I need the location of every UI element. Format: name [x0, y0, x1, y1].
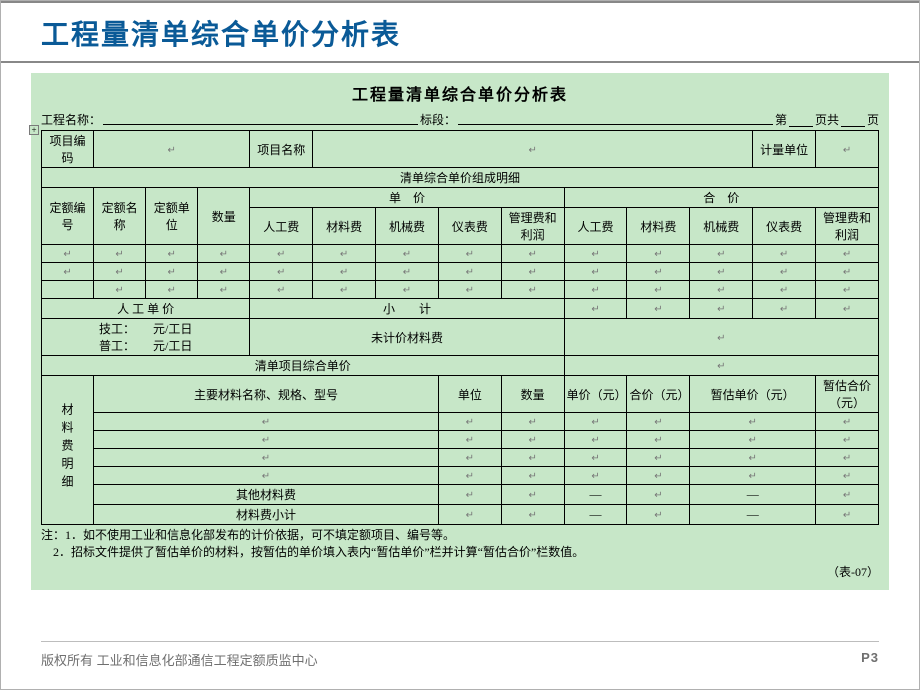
unit-price-label: 单 价: [250, 188, 564, 208]
header-row-1: 项目编码 ↵ 项目名称 ↵ 计量单位 ↵: [42, 131, 879, 168]
section-label: 标段：: [420, 111, 456, 128]
material-header-row: 材料费明细 主要材料名称、规格、型号 单位 数量 单价（元） 合价（元） 暂估单…: [42, 376, 879, 413]
data-row: ↵↵↵↵↵↵↵↵↵↵↵↵↵↵: [42, 245, 879, 263]
material-subtotal-row: 材料费小计 ↵↵ —↵ —↵: [42, 505, 879, 525]
meta-row: 工程名称： 标段： 第 页共 页: [41, 111, 879, 128]
col-qty: 数量: [501, 376, 564, 413]
col-est-unit: 暂估单价（元）: [690, 376, 816, 413]
up-material: 材料费: [313, 208, 376, 245]
main-table: 项目编码 ↵ 项目名称 ↵ 计量单位 ↵ 清单综合单价组成明细 定额编号 定额名…: [41, 130, 879, 525]
main-material-label: 主要材料名称、规格、型号: [94, 376, 439, 413]
slide-title: 工程量清单综合单价分析表: [41, 13, 879, 53]
footer: 版权所有 工业和信息化部通信工程定额质监中心 P3: [41, 641, 879, 669]
subtotal-label: 小 计: [250, 299, 564, 319]
expand-icon[interactable]: +: [29, 125, 39, 135]
unpriced-material-label: 未计价材料费: [250, 319, 564, 356]
form-title: 工程量清单综合单价分析表: [41, 81, 879, 105]
item-name-value: ↵: [313, 131, 753, 168]
page-number: P3: [861, 650, 879, 669]
material-row: ↵↵↵↵↵↵↵: [42, 413, 879, 431]
labor-subtotal-row: 人 工 单 价 小 计 ↵↵↵↵↵: [42, 299, 879, 319]
composition-title: 清单综合单价组成明细: [42, 168, 879, 188]
worker-rates: 技工： 元/工日 普工： 元/工日: [42, 319, 250, 356]
page-mid: 页共: [815, 111, 839, 128]
total-price-label: 合 价: [564, 188, 878, 208]
form-container: + 工程量清单综合单价分析表 工程名称： 标段： 第 页共 页: [31, 73, 889, 590]
list-unit-price-label: 清单项目综合单价: [42, 356, 565, 376]
worker-row: 技工： 元/工日 普工： 元/工日 未计价材料费 ↵: [42, 319, 879, 356]
up-instrument: 仪表费: [438, 208, 501, 245]
unit-measure-label: 计量单位: [753, 131, 816, 168]
composition-title-row: 清单综合单价组成明细: [42, 168, 879, 188]
other-material-row: 其他材料费 ↵↵ —↵ —↵: [42, 485, 879, 505]
quota-unit-label: 定额单位: [146, 188, 198, 245]
item-name-label: 项目名称: [250, 131, 313, 168]
other-material-label: 其他材料费: [94, 485, 439, 505]
item-code-value: ↵: [94, 131, 250, 168]
labor-unit-price-label: 人 工 单 价: [42, 299, 250, 319]
col-total: 合价（元）: [627, 376, 690, 413]
data-row: ↵↵↵↵↵↵↵↵↵↵↵↵↵↵: [42, 263, 879, 281]
material-row: ↵↵↵↵↵↵↵: [42, 449, 879, 467]
material-detail-label: 材料费明细: [42, 376, 94, 525]
copyright: 版权所有 工业和信息化部通信工程定额质监中心: [41, 650, 318, 669]
tp-machine: 机械费: [690, 208, 753, 245]
page-prefix: 第: [775, 111, 787, 128]
tp-labor: 人工费: [564, 208, 627, 245]
material-subtotal-label: 材料费小计: [94, 505, 439, 525]
project-label: 工程名称：: [41, 111, 101, 128]
qty-label: 数量: [198, 188, 250, 245]
material-row: ↵↵↵↵↵↵↵: [42, 467, 879, 485]
item-code-label: 项目编码: [42, 131, 94, 168]
tp-material: 材料费: [627, 208, 690, 245]
title-bar: 工程量清单综合单价分析表: [1, 1, 919, 63]
price-header-row: 定额编号 定额名称 定额单位 数量 单 价 合 价: [42, 188, 879, 208]
data-row: ↵↵↵↵↵↵↵↵↵↵↵↵↵: [42, 281, 879, 299]
page-suffix: 页: [867, 111, 879, 128]
up-mgmt: 管理费和利润: [501, 208, 564, 245]
notes: 注：1．如不使用工业和信息化部发布的计价依据，可不填定额项目、编号等。 2．招标…: [41, 527, 879, 561]
col-est-total: 暂估合价（元）: [816, 376, 879, 413]
tp-instrument: 仪表费: [753, 208, 816, 245]
table-id: （表-07）: [41, 563, 879, 580]
unit-measure-value: ↵: [816, 131, 879, 168]
up-labor: 人工费: [250, 208, 313, 245]
quota-name-label: 定额名称: [94, 188, 146, 245]
col-unit-price: 单价（元）: [564, 376, 627, 413]
col-unit: 单位: [438, 376, 501, 413]
list-unit-price-row: 清单项目综合单价 ↵: [42, 356, 879, 376]
quota-no-label: 定额编号: [42, 188, 94, 245]
material-row: ↵↵↵↵↵↵↵: [42, 431, 879, 449]
up-machine: 机械费: [376, 208, 439, 245]
tp-mgmt: 管理费和利润: [816, 208, 879, 245]
slide: 工程量清单综合单价分析表 + 工程量清单综合单价分析表 工程名称： 标段： 第 …: [0, 0, 920, 690]
